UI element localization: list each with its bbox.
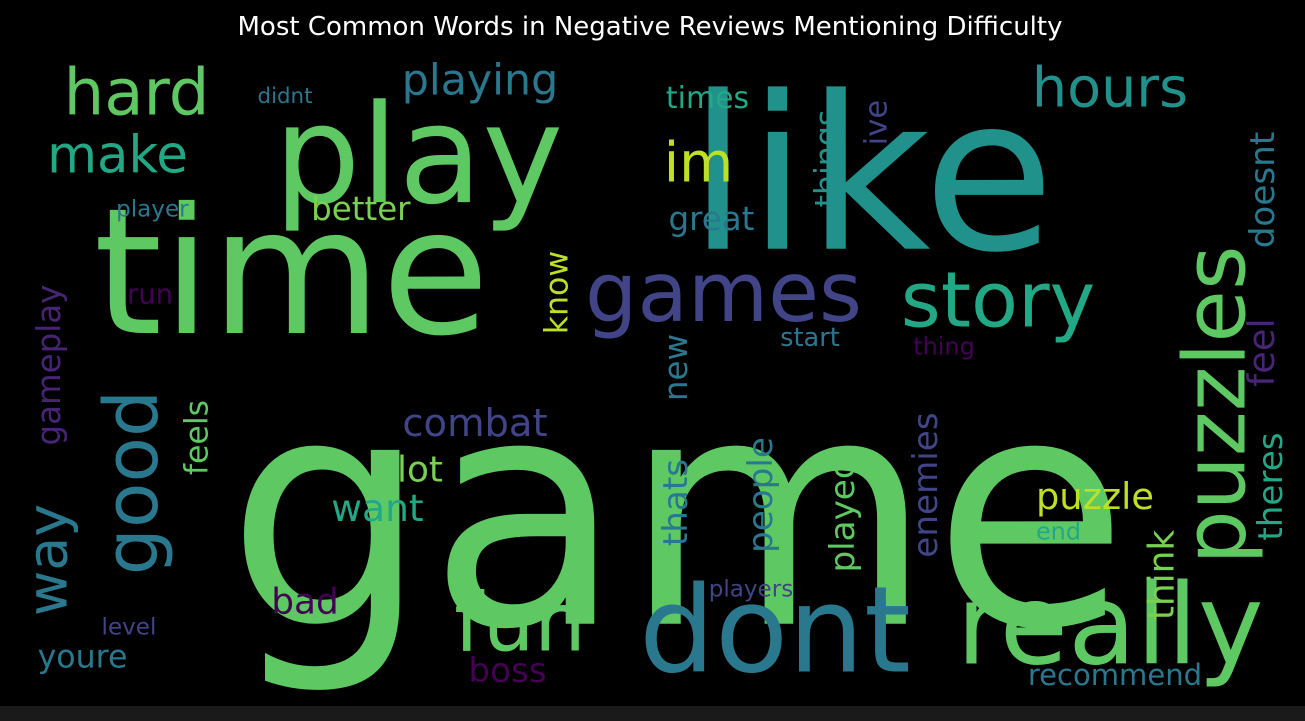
word-combat: combat <box>402 401 547 446</box>
chart-title: Most Common Words in Negative Reviews Me… <box>237 12 1063 42</box>
word-run: run <box>127 279 173 310</box>
word-make: make <box>47 126 188 186</box>
word-story: story <box>901 257 1095 346</box>
word-playing: playing <box>402 56 559 106</box>
word-new: new <box>657 334 695 401</box>
word-youre: youre <box>38 639 128 675</box>
word-played: played <box>823 457 863 572</box>
word-im: im <box>664 131 734 196</box>
bottom-strip <box>0 706 1305 721</box>
word-think: think <box>1141 530 1182 621</box>
word-time: time <box>94 171 490 375</box>
word-really: really <box>956 561 1263 690</box>
word-doesnt: doesnt <box>1243 132 1283 248</box>
word-good: good <box>88 390 175 575</box>
word-theres: theres <box>1251 432 1291 540</box>
word-things: things <box>809 110 845 208</box>
word-gameplay: gameplay <box>30 285 68 446</box>
word-like: like <box>688 52 1054 300</box>
word-enemies: enemies <box>906 412 946 557</box>
word-times: times <box>666 81 749 116</box>
word-want: want <box>331 486 423 530</box>
word-fun: fun <box>454 577 586 671</box>
word-end: end <box>1036 517 1081 545</box>
word-boss: boss <box>468 651 546 691</box>
word-people: people <box>741 437 781 553</box>
word-hours: hours <box>1032 56 1188 121</box>
word-dont: dont <box>639 561 911 700</box>
word-know: know <box>539 251 575 335</box>
word-didnt: didnt <box>258 84 313 109</box>
word-recommend: recommend <box>1028 658 1202 692</box>
word-feel: feel <box>1240 318 1283 386</box>
word-puzzle: puzzle <box>1036 475 1154 518</box>
word-lot: lot <box>397 449 443 490</box>
word-hard: hard <box>64 57 210 131</box>
word-puzzles: puzzles <box>1166 245 1265 564</box>
word-better: better <box>311 190 411 228</box>
word-game: game <box>226 329 1128 699</box>
word-great: great <box>669 200 755 238</box>
word-play: play <box>274 76 564 235</box>
word-start: start <box>780 323 840 353</box>
word-thats: thats <box>656 459 696 546</box>
word-way: way <box>16 504 81 616</box>
word-ive: ive <box>859 100 895 146</box>
word-feels: feels <box>179 400 215 475</box>
word-games: games <box>585 245 862 341</box>
word-bad: bad <box>271 581 339 622</box>
word-players: players <box>709 576 794 602</box>
word-level: level <box>102 614 157 640</box>
word-thing: thing <box>913 332 975 360</box>
word-player: player <box>116 196 189 222</box>
